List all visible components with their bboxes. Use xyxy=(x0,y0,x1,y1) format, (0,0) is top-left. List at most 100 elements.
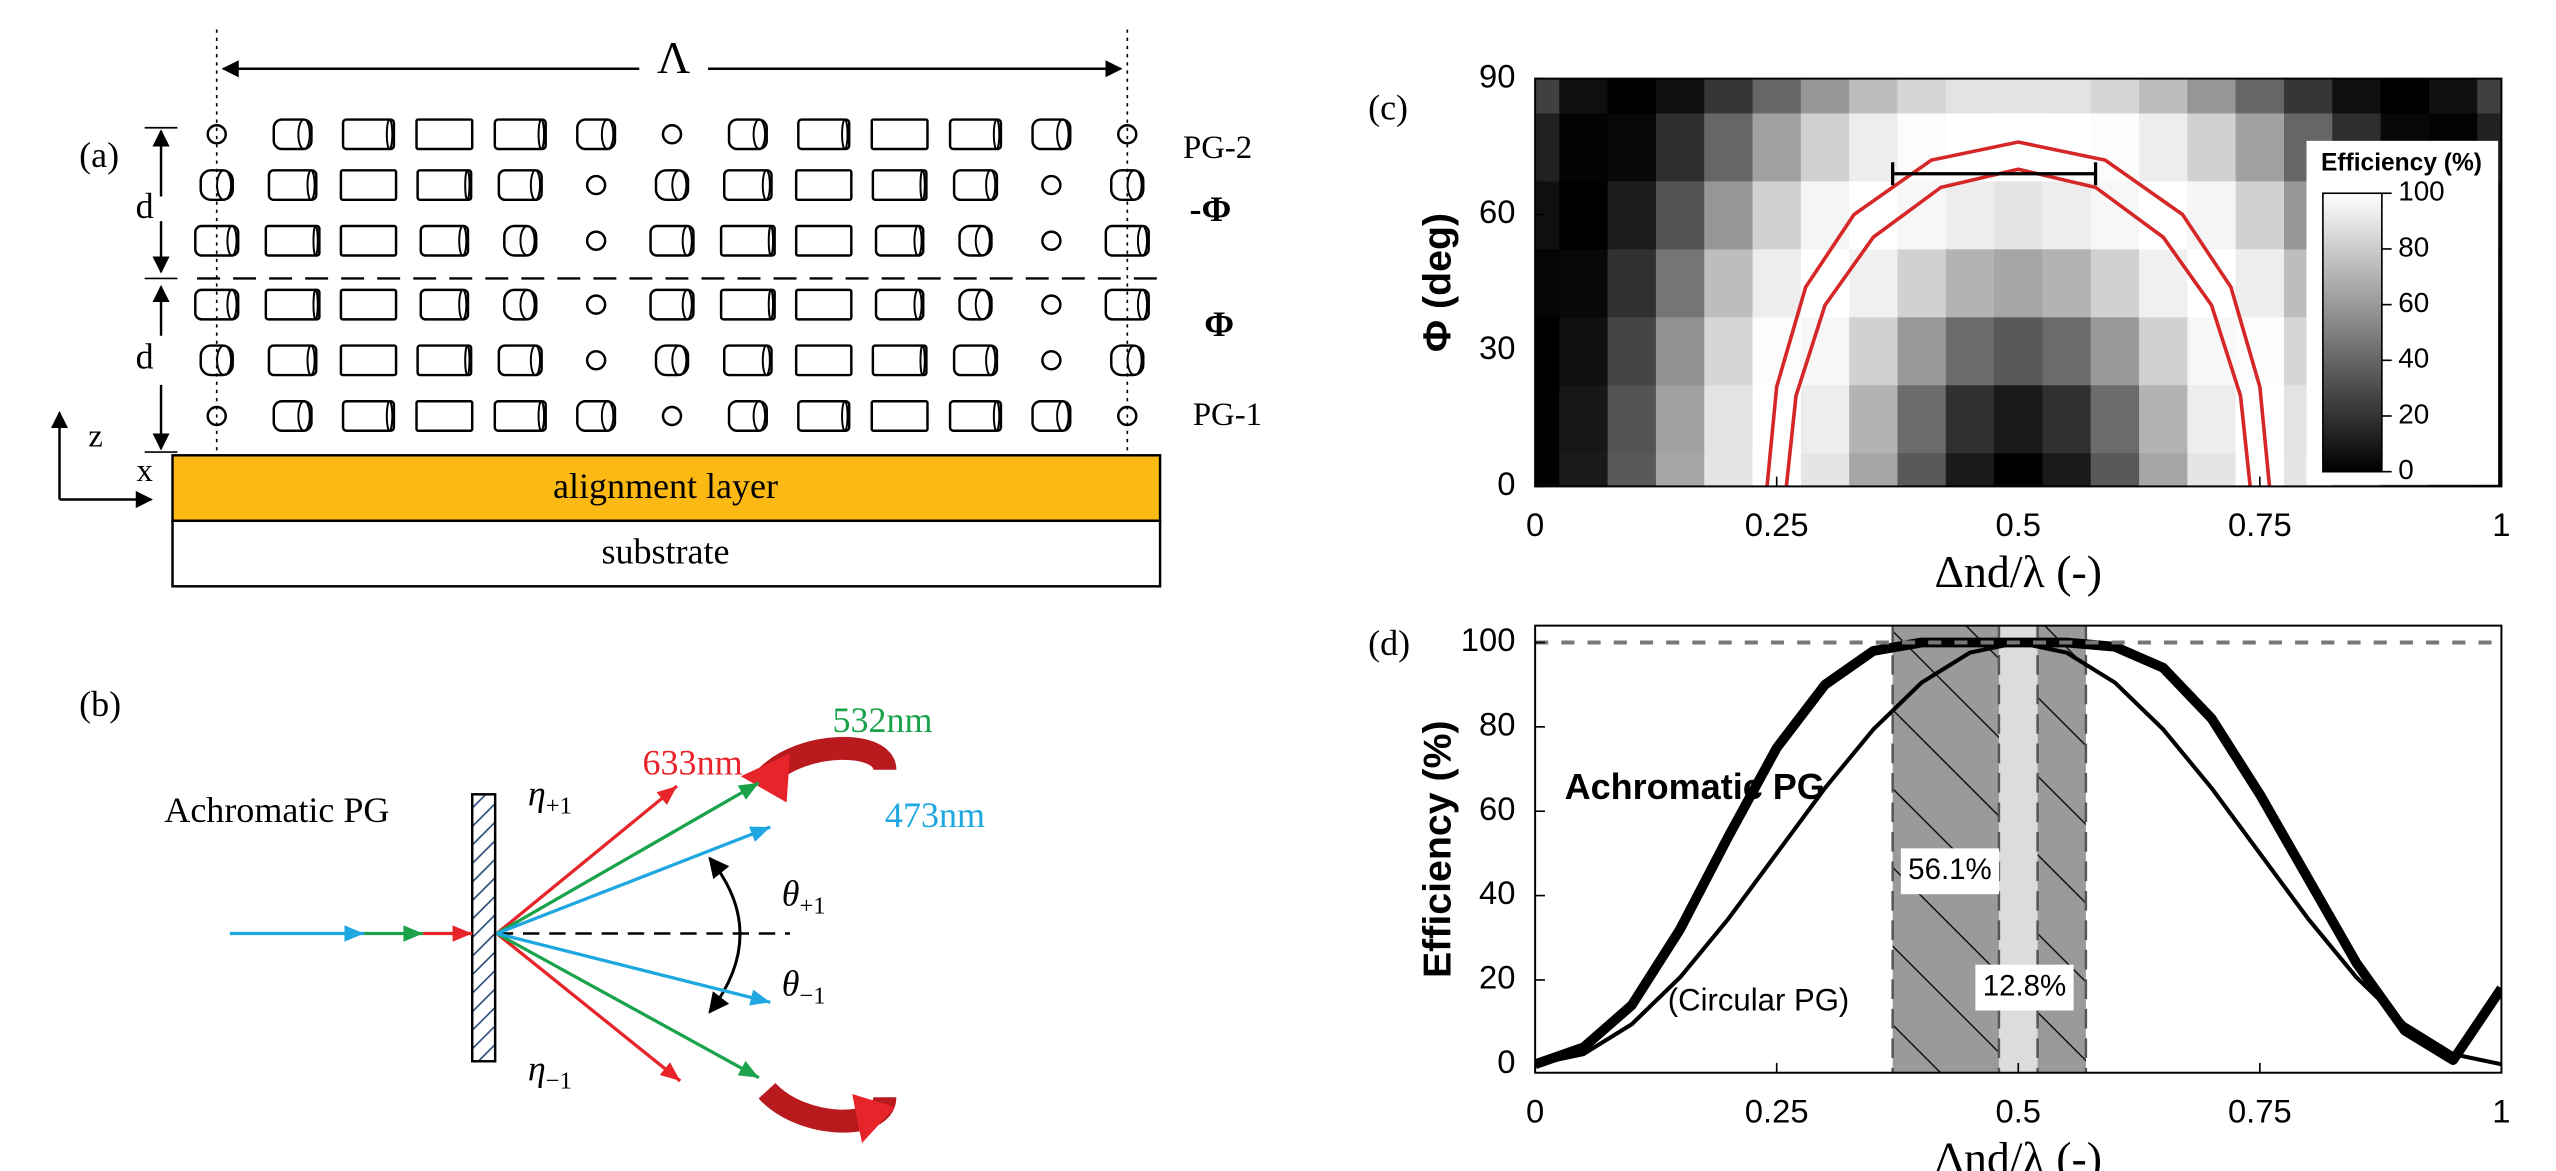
molecule-cap xyxy=(1056,118,1070,151)
heat-cell xyxy=(2332,78,2382,114)
molecule-cap xyxy=(974,288,991,321)
period-label: Λ xyxy=(657,32,690,83)
molecule xyxy=(206,405,227,427)
heat-cell xyxy=(1535,78,1561,114)
molecule-cap xyxy=(385,400,394,432)
arrowhead xyxy=(659,1062,681,1081)
heat-cell xyxy=(1607,384,1657,454)
molecule-cap xyxy=(671,344,688,377)
heat-cell xyxy=(1704,248,1754,318)
heat-cell xyxy=(1607,180,1657,250)
heat-cell xyxy=(1945,78,1995,114)
region-label: 56.1% xyxy=(1908,853,1992,886)
molecule xyxy=(870,118,929,151)
molecule xyxy=(503,224,538,257)
molecule xyxy=(339,224,398,257)
molecule xyxy=(874,288,925,321)
molecule-cap xyxy=(385,118,394,151)
heat-cell xyxy=(1559,452,1609,487)
molecule xyxy=(497,344,543,377)
x-axis-label: Δnd/λ (-) xyxy=(1934,546,2102,597)
region-label-box xyxy=(1900,848,2000,895)
y-tick-label: 20 xyxy=(1479,959,1515,996)
molecule xyxy=(272,118,313,151)
plot-frame xyxy=(1534,77,2503,488)
region-label-box xyxy=(1975,964,2074,1011)
molecule-cap xyxy=(519,225,536,257)
layer-label: substrate xyxy=(601,531,729,571)
molecule xyxy=(419,288,470,321)
axis-label: z xyxy=(88,418,103,454)
molecule xyxy=(585,294,607,315)
arrowhead xyxy=(452,925,473,942)
layer-name: PG-2 xyxy=(1183,130,1252,166)
molecule xyxy=(415,400,474,432)
x-tick-label: 0.75 xyxy=(2228,1092,2292,1129)
heat-cell xyxy=(1897,452,1947,487)
colorbar-tick-label: 60 xyxy=(2398,287,2429,318)
heat-cell xyxy=(1945,316,1995,386)
layer-label: alignment layer xyxy=(553,466,778,506)
molecule-cap xyxy=(681,288,693,321)
arrowhead xyxy=(749,989,771,1006)
heat-cell xyxy=(2428,78,2479,114)
molecule xyxy=(267,169,318,202)
molecule xyxy=(958,224,993,257)
heat-cell xyxy=(1535,384,1561,454)
y-tick-label: 80 xyxy=(1479,706,1515,743)
heat-cell xyxy=(2090,248,2140,318)
heat-cell xyxy=(2235,112,2285,182)
molecule xyxy=(727,400,768,432)
plot-frame xyxy=(1534,624,2503,1074)
heat-cell xyxy=(1800,452,1850,487)
heat-cell xyxy=(1752,78,1802,114)
subscript: +1 xyxy=(799,892,825,919)
molecule-cap xyxy=(671,169,688,201)
molecule xyxy=(794,169,853,202)
molecule xyxy=(1104,224,1150,257)
molecule-cap xyxy=(985,344,997,377)
molecule-cap xyxy=(1126,344,1143,377)
molecule xyxy=(339,344,398,377)
symbol: θ xyxy=(782,964,800,1004)
heat-cell xyxy=(1800,384,1850,454)
molecule-cap xyxy=(519,288,536,321)
symbol: θ xyxy=(782,874,800,914)
substrate xyxy=(171,519,1162,588)
panel-label: (b) xyxy=(79,684,121,724)
layer-name: PG-1 xyxy=(1193,397,1262,433)
molecule xyxy=(267,344,318,377)
heat-cell xyxy=(1655,316,1706,386)
molecule-cap xyxy=(297,400,311,432)
molecule xyxy=(948,118,1003,151)
molecule-cap xyxy=(913,288,923,321)
y-axis-label: Efficiency (%) xyxy=(1416,720,1460,978)
x-tick-label: 0.5 xyxy=(1996,1092,2042,1129)
molecule-cap xyxy=(992,118,1001,151)
heat-cell xyxy=(1752,112,1802,182)
diffracted-ray xyxy=(495,932,760,1080)
molecule xyxy=(871,344,928,377)
y-tick-label: 90 xyxy=(1479,57,1515,94)
molecule xyxy=(1110,344,1145,377)
heat-cell xyxy=(2139,248,2189,318)
heat-cell xyxy=(2090,78,2140,114)
molecule-cap xyxy=(913,225,923,257)
heat-cell xyxy=(1559,248,1609,318)
heat-cell xyxy=(1849,78,1899,114)
heat-cell xyxy=(2139,112,2189,182)
layer-name: Φ xyxy=(1204,304,1234,344)
heat-cell xyxy=(2235,78,2285,114)
molecule-cap xyxy=(216,169,233,201)
heat-cell xyxy=(1655,248,1706,318)
heat-cell xyxy=(1897,78,1947,114)
subscript: −1 xyxy=(546,1067,572,1094)
molecule xyxy=(497,169,543,202)
heat-cell xyxy=(1655,452,1706,487)
arrowhead xyxy=(403,925,424,942)
heat-cell xyxy=(1897,316,1947,386)
order-label: θ−1 xyxy=(782,964,826,1009)
series-annotation: Achromatic PG xyxy=(1565,766,1825,807)
subscript: −1 xyxy=(799,982,825,1009)
